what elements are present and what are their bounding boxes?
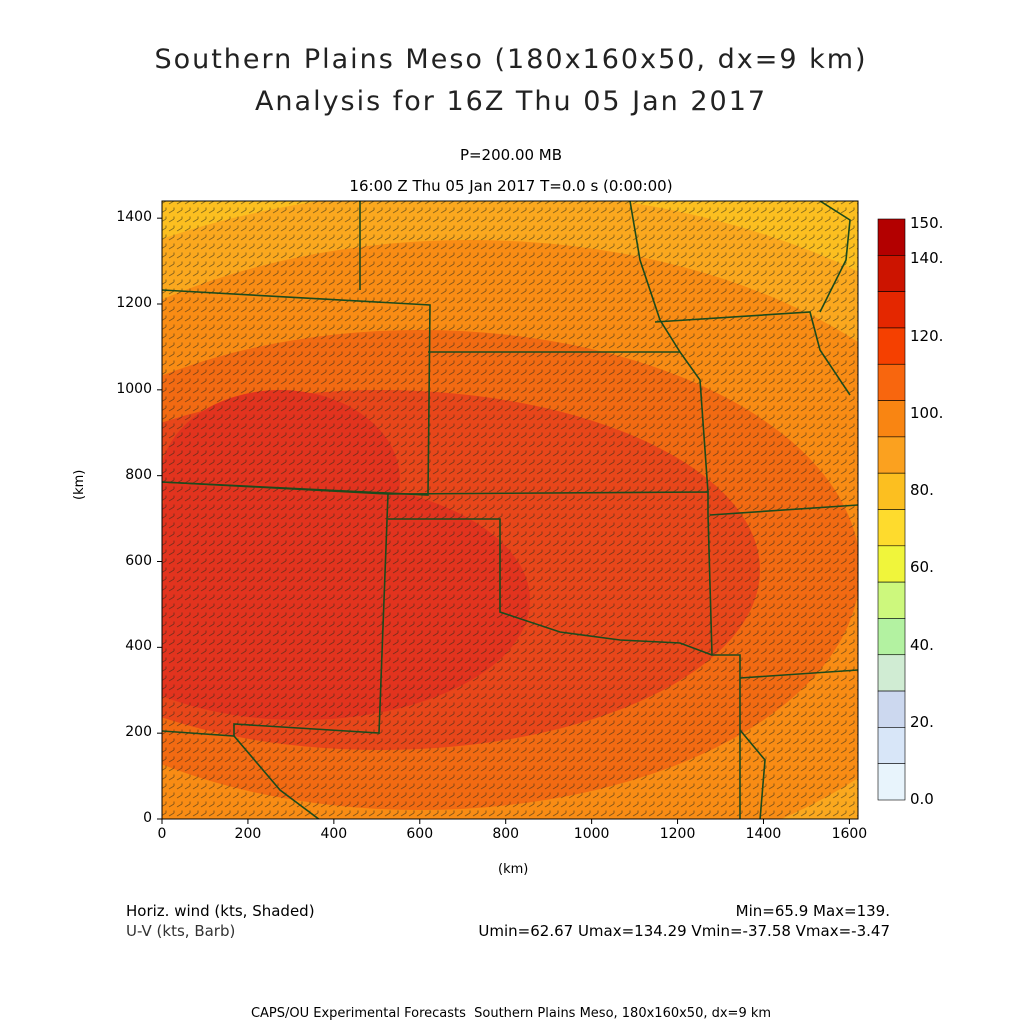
colorbar-swatch [877, 472, 906, 510]
x-tick-label: 1600 [831, 826, 868, 842]
colorbar-swatch [877, 654, 906, 692]
colorbar-swatch [877, 327, 906, 365]
louisiana-border [739, 729, 766, 819]
y-tick-label: 0 [143, 810, 152, 826]
state-borders [162, 201, 858, 819]
x-axis-ticks [161, 819, 850, 824]
colorbar-label: 100. [910, 404, 944, 422]
x-tick-label: 0 [157, 826, 167, 842]
nebraska-border [359, 201, 681, 353]
colorbar [877, 218, 906, 801]
shaded-variable-label: Horiz. wind (kts, Shaded) [126, 902, 315, 920]
wind-speed-field [162, 201, 858, 819]
credit-footer: CAPS/OU Experimental Forecasts Southern … [250, 1006, 772, 1021]
colorbar-swatch [877, 363, 906, 401]
y-tick-label: 200 [125, 724, 152, 741]
colorbar-swatch [877, 436, 906, 474]
rio-grande [233, 735, 320, 819]
x-tick-label: 400 [320, 826, 348, 842]
colorbar-swatch [877, 218, 906, 256]
colorbar-swatch [877, 581, 906, 619]
oklahoma-texas-border [387, 491, 741, 819]
colorbar-swatch [877, 400, 906, 438]
y-tick-label: 600 [125, 552, 152, 569]
arkansas-borders [709, 504, 858, 679]
new-mexico-border [162, 481, 389, 737]
colorbar-swatch [877, 727, 906, 764]
valid-time-label: 16:00 Z Thu 05 Jan 2017 T=0.0 s (0:00:00… [349, 177, 673, 195]
colorbar-swatch [877, 763, 906, 801]
x-axis-label: (km) [498, 862, 529, 877]
chart-title-line2: Analysis for 16Z Thu 05 Jan 2017 [254, 86, 768, 117]
x-tick-label: 200 [234, 826, 262, 842]
barb-variable-label: U-V (kts, Barb) [126, 922, 236, 940]
colorbar-swatch [877, 255, 906, 292]
colorbar-label: 80. [910, 481, 934, 499]
colorbar-label: 40. [910, 636, 934, 654]
x-tick-label: 1200 [659, 826, 696, 842]
x-tick-label: 800 [492, 826, 520, 842]
x-tick-label: 1000 [573, 826, 610, 842]
colorbar-swatch [877, 618, 906, 656]
plot-frame [161, 200, 859, 820]
y-tick-label: 1000 [116, 380, 152, 397]
uv-range-label: Umin=62.67 Umax=134.29 Vmin=-37.58 Vmax=… [478, 922, 890, 940]
texas-panhandle-red-river [388, 518, 713, 656]
colorbar-label: 150. [910, 214, 944, 232]
colorbar-label: 20. [910, 713, 934, 731]
colorbar-swatch [877, 291, 906, 329]
colorbar-label: 120. [910, 327, 944, 345]
colorbar-label: 140. [910, 249, 944, 267]
y-tick-label: 800 [125, 466, 152, 483]
colorbar-swatch [877, 545, 906, 583]
x-tick-label: 1400 [745, 826, 782, 842]
kansas-border [428, 351, 709, 493]
min-max-label: Min=65.9 Max=139. [735, 902, 890, 920]
colorbar-swatch [877, 690, 906, 728]
wind-barbs-layer [162, 201, 858, 819]
chart-title-line1: Southern Plains Meso (180x160x50, dx=9 k… [154, 44, 868, 75]
y-tick-label: 1200 [116, 295, 152, 311]
iowa-missouri-border [654, 311, 851, 396]
colorbar-swatch [877, 509, 906, 547]
y-axis-ticks [157, 217, 162, 820]
y-tick-label: 1400 [116, 209, 152, 226]
colorbar-label: 0.0 [910, 790, 934, 808]
y-axis-label: (km) [72, 469, 87, 500]
y-tick-label: 400 [125, 638, 152, 655]
colorbar-label: 60. [910, 558, 934, 576]
x-tick-label: 600 [406, 826, 434, 842]
pressure-level-label: P=200.00 MB [459, 146, 563, 164]
iowa-illinois-border [819, 201, 851, 313]
